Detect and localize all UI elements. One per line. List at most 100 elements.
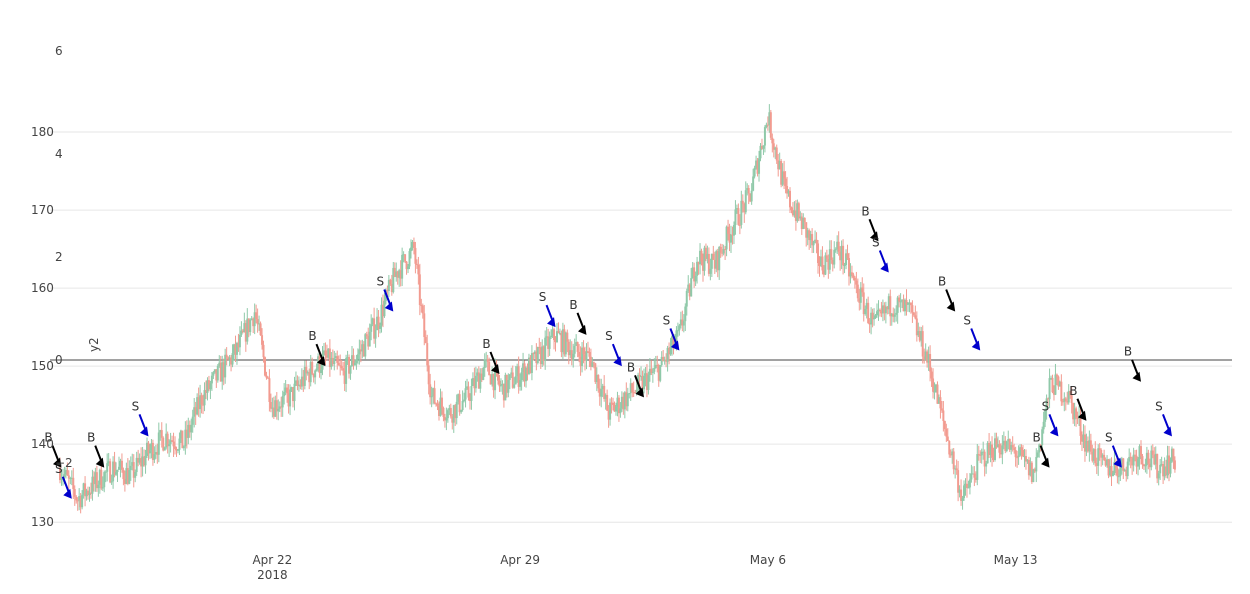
candle-body — [572, 353, 575, 361]
candle-body — [393, 267, 396, 277]
candle-body — [452, 405, 455, 423]
candle-body — [314, 370, 317, 378]
candle-body — [734, 209, 737, 226]
candle-body — [1051, 377, 1054, 393]
candle-body — [1010, 445, 1013, 450]
candle-body — [349, 365, 352, 374]
y-tick-label: 140 — [31, 437, 54, 451]
candle-body — [603, 385, 606, 399]
candle-body — [547, 336, 550, 349]
candle-body — [999, 452, 1002, 455]
candle-body — [700, 250, 703, 262]
candle-body — [337, 362, 340, 366]
candle-body — [499, 385, 502, 387]
candle-body — [1042, 421, 1045, 430]
candle-body — [370, 324, 373, 332]
candle-body — [1086, 441, 1089, 452]
candle-body — [595, 374, 598, 382]
candle-body — [377, 316, 380, 329]
candle-body — [715, 251, 718, 269]
candle-body — [1120, 458, 1123, 467]
candle-body — [651, 371, 654, 373]
candle-body — [1063, 398, 1066, 402]
candle-body — [498, 380, 501, 387]
candle-body — [418, 274, 421, 306]
candle-body — [252, 318, 255, 327]
candle-body — [491, 373, 494, 385]
marker-label: S — [376, 275, 384, 289]
candle-body — [625, 392, 628, 407]
candle-body — [557, 331, 560, 334]
candle-body — [790, 207, 793, 211]
candle-body — [648, 368, 651, 376]
candle-body — [932, 378, 935, 392]
candle-body — [174, 446, 177, 449]
candle-body — [582, 347, 585, 355]
candle-body — [322, 350, 325, 355]
buy-marker: B — [482, 337, 500, 374]
candle-body — [63, 474, 66, 478]
sell-marker: S — [55, 462, 72, 499]
candle-body — [348, 357, 351, 374]
candle-body — [749, 193, 752, 202]
candle-body — [616, 397, 619, 407]
candle-body — [417, 264, 420, 275]
marker-label: S — [1155, 399, 1163, 413]
y2-tick-label: 0 — [55, 353, 63, 367]
candle-body — [368, 331, 371, 347]
candle-body — [564, 332, 567, 355]
candle-body — [483, 359, 486, 368]
candle-body — [691, 267, 694, 279]
candle-body — [364, 334, 367, 357]
candle-body — [780, 161, 783, 185]
candle-body — [634, 392, 637, 394]
candle-body — [514, 376, 517, 385]
candle-body — [243, 323, 246, 333]
candle-body — [985, 463, 988, 467]
candle-body — [513, 384, 516, 388]
candle-body — [604, 394, 607, 399]
marker-arrowhead — [1049, 426, 1059, 437]
candle-body — [530, 353, 533, 374]
candle-body — [497, 370, 499, 381]
candle-body — [148, 450, 151, 454]
candle-body — [153, 454, 156, 460]
x-tick-label: May 13 — [994, 553, 1038, 567]
candle-body — [746, 188, 749, 191]
candle-body — [1147, 452, 1150, 464]
buy-marker: B — [861, 204, 879, 242]
candle-body — [542, 346, 545, 361]
candle-body — [294, 380, 297, 384]
candle-body — [1166, 455, 1169, 476]
candle-body — [1165, 466, 1168, 476]
candle-body — [536, 347, 539, 364]
candle-body — [935, 384, 937, 392]
candle-body — [427, 365, 430, 385]
candle-body — [775, 147, 778, 161]
candle-body — [843, 265, 846, 267]
candle-body — [793, 210, 796, 216]
candle-body — [808, 230, 811, 241]
candle-body — [654, 364, 657, 368]
candle-body — [241, 330, 244, 333]
buy-marker: B — [308, 329, 326, 367]
marker-arrowhead — [670, 340, 680, 351]
marker-arrowhead — [547, 317, 556, 328]
candle-body — [548, 337, 551, 349]
candle-body — [538, 347, 541, 349]
candle-body — [563, 329, 566, 355]
candle-body — [533, 351, 536, 354]
candle-body — [306, 372, 309, 374]
x-tick-sublabel: 2018 — [257, 568, 288, 582]
candle-body — [122, 469, 125, 480]
candle-body — [585, 351, 588, 361]
candle-body — [196, 397, 199, 415]
candle-body — [752, 176, 755, 191]
candle-body — [467, 386, 470, 398]
candle-body — [468, 397, 471, 401]
candle-body — [1097, 448, 1100, 466]
candle-body — [1104, 460, 1107, 466]
candle-body — [924, 351, 927, 361]
candle-body — [592, 362, 595, 364]
